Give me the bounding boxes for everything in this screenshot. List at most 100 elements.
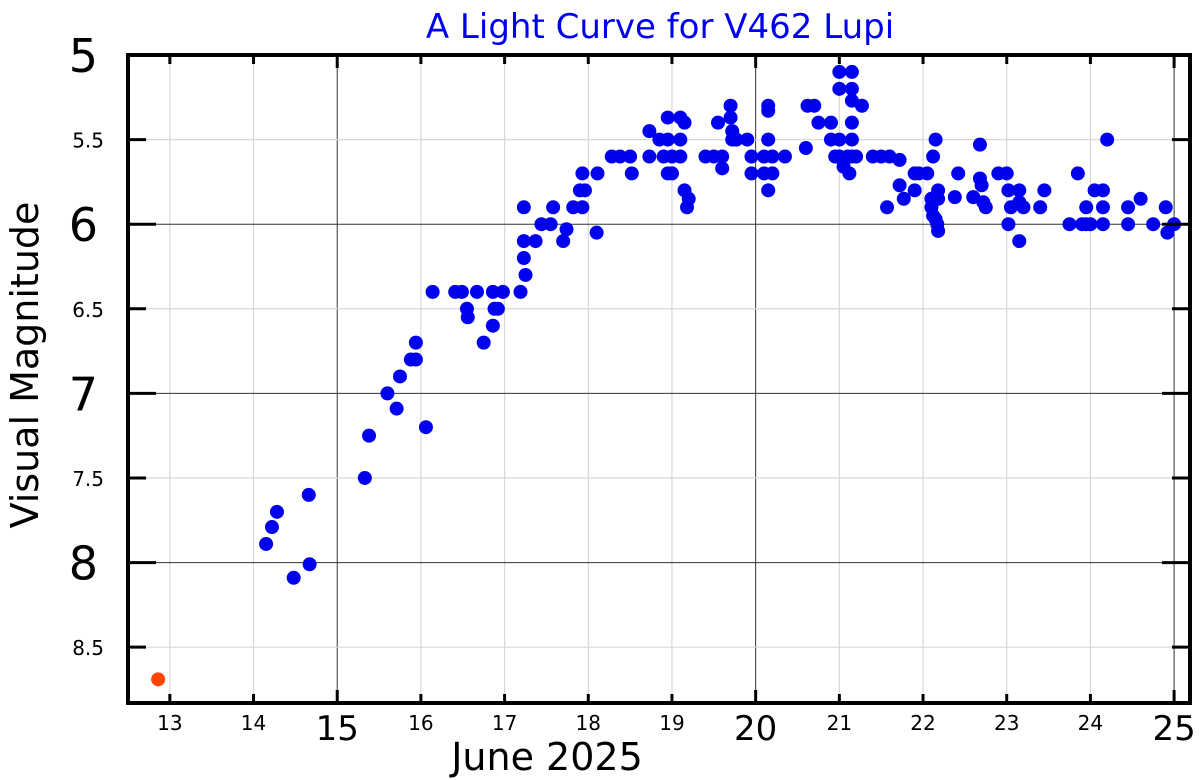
plot-frame (126, 53, 1192, 705)
data-point (761, 103, 776, 118)
data-point (920, 166, 935, 181)
data-point (947, 190, 962, 205)
data-point (357, 470, 372, 485)
data-point (528, 234, 543, 249)
data-points (151, 64, 1182, 687)
data-point (1012, 183, 1027, 198)
y-axis-label: Visual Magnitude (3, 202, 47, 529)
data-point (556, 234, 571, 249)
data-point (490, 301, 505, 316)
data-point (613, 149, 628, 164)
data-point (744, 166, 759, 181)
data-point (1033, 200, 1048, 215)
x-tick-label: 18 (576, 711, 601, 735)
data-point (907, 183, 922, 198)
y-tick-label: 6 (69, 198, 98, 252)
data-point (151, 672, 166, 687)
data-point (744, 149, 759, 164)
data-point (928, 132, 943, 147)
data-point (469, 284, 484, 299)
y-tick-label: 8.5 (72, 636, 104, 660)
data-point (849, 149, 864, 164)
data-point (673, 132, 688, 147)
data-point (844, 64, 859, 79)
data-point (264, 520, 279, 535)
x-tick-label: 14 (241, 711, 266, 735)
data-point (974, 178, 989, 193)
data-point (931, 191, 946, 206)
data-point (518, 267, 533, 282)
data-point (842, 166, 857, 181)
x-tick-label: 23 (994, 711, 1019, 735)
data-point (1095, 217, 1110, 232)
data-point (823, 115, 838, 130)
chart-title: A Light Curve for V462 Lupi (426, 7, 894, 47)
data-point (729, 132, 744, 147)
data-point (844, 132, 859, 147)
data-point (589, 225, 604, 240)
data-point (454, 284, 469, 299)
data-point (854, 98, 869, 113)
data-point (516, 234, 531, 249)
data-point (951, 166, 966, 181)
data-point (516, 251, 531, 266)
data-point (559, 222, 574, 237)
data-point (575, 166, 590, 181)
data-point (999, 166, 1014, 181)
data-point (624, 166, 639, 181)
data-point (543, 217, 558, 232)
data-point (590, 166, 605, 181)
data-point (1037, 183, 1052, 198)
data-point (1001, 183, 1016, 198)
data-point (513, 284, 528, 299)
x-tick-label: 25 (1152, 709, 1195, 749)
data-point (798, 141, 813, 156)
data-point (926, 149, 941, 164)
data-point (1158, 200, 1173, 215)
y-tick-label: 8 (69, 537, 98, 591)
x-tick-label: 13 (157, 711, 182, 735)
data-point (660, 132, 675, 147)
data-point (1012, 234, 1027, 249)
data-point (425, 284, 440, 299)
data-point (577, 183, 592, 198)
data-point (392, 369, 407, 384)
data-point (723, 110, 738, 125)
data-point (269, 504, 284, 519)
data-point (715, 149, 730, 164)
data-point (880, 200, 895, 215)
data-point (896, 191, 911, 206)
x-tick-label: 21 (827, 711, 852, 735)
data-point (1121, 200, 1136, 215)
data-point (811, 115, 826, 130)
data-point (301, 487, 316, 502)
data-point (362, 428, 377, 443)
data-point (460, 310, 475, 325)
data-point (476, 335, 491, 350)
data-point (516, 200, 531, 215)
y-tick-label: 6.5 (72, 298, 104, 322)
data-point (832, 132, 847, 147)
data-point (485, 284, 500, 299)
x-tick-label: 15 (316, 709, 359, 749)
x-tick-label: 22 (910, 711, 935, 735)
data-point (642, 149, 657, 164)
data-point (761, 183, 776, 198)
data-point (844, 81, 859, 96)
data-point (972, 137, 987, 152)
data-point (1079, 200, 1094, 215)
data-point (761, 132, 776, 147)
x-tick-label: 17 (492, 711, 517, 735)
data-point (680, 200, 695, 215)
x-axis-label: June 2025 (449, 735, 643, 779)
data-point (660, 110, 675, 125)
data-point (1016, 200, 1031, 215)
data-point (832, 64, 847, 79)
data-point (765, 166, 780, 181)
data-point (892, 178, 907, 193)
data-point (546, 200, 561, 215)
data-point (832, 81, 847, 96)
data-point (777, 149, 792, 164)
data-point (575, 200, 590, 215)
